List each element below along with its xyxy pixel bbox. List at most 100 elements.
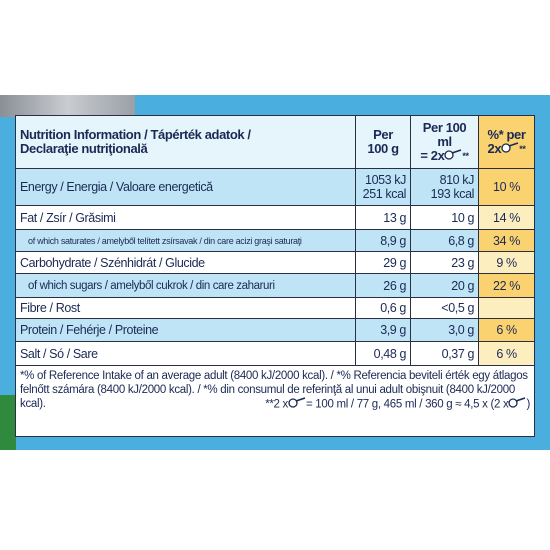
- cell-text: Fibre / Rost: [20, 301, 80, 315]
- cell-text: 22 %: [493, 279, 520, 293]
- cell-text: of which saturates / amelyből telített z…: [28, 234, 351, 248]
- cell-text: 23 g: [451, 255, 474, 270]
- cell-text: 0,48 g: [373, 346, 407, 361]
- table-cell: 0,37 g: [411, 342, 479, 366]
- footnote-text: *% of Reference Intake of an average adu…: [20, 369, 530, 411]
- header-text: 2x: [487, 140, 502, 156]
- cell-text: Protein / Fehérje / Proteine: [20, 323, 159, 337]
- cell-text: 3,9 g: [380, 323, 406, 337]
- table-cell: of which sugars / amelyből cukrok / din …: [16, 274, 356, 298]
- header-text: Nutrition Information / Tápérték adatok …: [20, 128, 351, 142]
- cell-text: 13 g: [383, 210, 406, 225]
- cell-text: 6 %: [496, 323, 517, 337]
- cell-text: of which sugars / amelyből cukrok / din …: [28, 279, 351, 293]
- cell-text: 23 g: [451, 256, 474, 270]
- cell-text: 29 g: [383, 256, 406, 270]
- table-cell: [479, 298, 534, 319]
- cell-text: 20 g: [451, 278, 474, 293]
- table-cell: 10 g: [411, 206, 479, 230]
- cell-text: Carbohydrate / Szénhidrát / Glucide: [20, 256, 351, 270]
- cell-text: 10 g: [451, 211, 474, 225]
- cell-text: Fat / Zsír / Grăsimi: [20, 211, 351, 225]
- table-cell: Per 100 ml = 2x **: [411, 116, 479, 169]
- cell-text: 10 %: [493, 180, 520, 194]
- table-cell: Per 100 g: [356, 116, 411, 169]
- table-cell: Nutrition Information / Tápérték adatok …: [16, 116, 356, 169]
- spoon-icon: [508, 397, 526, 412]
- serving-text: **2 x: [265, 398, 288, 411]
- footnote-text: *% of Reference Intake of an average adu…: [20, 370, 528, 410]
- header-text: = 2x **: [420, 148, 469, 164]
- header-text: 100 g: [367, 141, 399, 156]
- cell-text: 0,48 g: [373, 346, 407, 361]
- cell-text: 0,37 g: [442, 347, 475, 361]
- cell-text: Energy / Energia / Valoare energetică: [20, 180, 213, 194]
- cell-text: 0,6 g: [380, 301, 406, 315]
- table-cell: Salt / Só / Sare: [16, 342, 356, 366]
- cell-text: 193 kcal: [430, 187, 475, 201]
- table-cell: 9 %: [479, 252, 534, 274]
- cell-text: 9 %: [496, 255, 517, 270]
- cell-text: 251 kcal: [362, 187, 407, 201]
- cell-text: <0,5 g: [441, 301, 474, 315]
- cell-text: 26 g: [383, 278, 406, 293]
- table-cell: 0,48 g: [356, 342, 411, 366]
- table-cell: 810 kJ 193 kcal: [411, 169, 479, 206]
- cell-text: of which sugars / amelyből cukrok / din …: [28, 279, 275, 292]
- header-text: Per 100 ml: [415, 120, 474, 149]
- cell-text: 1053 kJ: [365, 173, 406, 187]
- header-text: Nutrition Information / Tápérték adatok …: [20, 127, 251, 142]
- cell-text: 22 %: [493, 278, 520, 293]
- table-cell: <0,5 g: [411, 298, 479, 319]
- table-cell: 1053 kJ 251 kcal: [356, 169, 411, 206]
- header-text: 100 g: [367, 141, 399, 156]
- cell-text: 251 kcal: [362, 187, 407, 201]
- cell-text: 6 %: [496, 346, 517, 361]
- cell-text: 10 %: [493, 180, 520, 194]
- cell-text: 1053 kJ: [365, 173, 406, 187]
- table-cell: 23 g: [411, 252, 479, 274]
- table-cell: of which saturates / amelyből telített z…: [16, 230, 356, 252]
- cell-text: <0,5 g: [441, 301, 474, 315]
- cell-text: 8,9 g: [380, 233, 406, 248]
- cell-text: 34 %: [493, 233, 520, 248]
- spoon-icon: [444, 149, 462, 160]
- cell-text: 29 g: [383, 255, 406, 270]
- header-text: 2x **: [487, 140, 526, 157]
- cell-text: Salt / Só / Sare: [20, 347, 351, 361]
- table-cell: 8,9 g: [356, 230, 411, 252]
- background-image: [0, 395, 16, 450]
- cell-text: 3,0 g: [448, 323, 474, 337]
- spoon-icon: [508, 397, 526, 408]
- table-cell: 14 %: [479, 206, 534, 230]
- table-cell: 34 %: [479, 230, 534, 252]
- cell-text: 3,0 g: [448, 323, 474, 337]
- cell-text: 6,8 g: [448, 233, 474, 248]
- header-text: Per: [373, 128, 393, 142]
- background-image: [0, 95, 135, 117]
- spoon-icon: [444, 149, 462, 163]
- header-text: %* per: [487, 126, 526, 142]
- table-cell: 10 %: [479, 169, 534, 206]
- cell-text: 26 g: [383, 279, 406, 293]
- cell-text: 810 kJ: [439, 173, 475, 187]
- spoon-icon: [288, 397, 306, 408]
- header-text: Per: [373, 127, 393, 142]
- table-cell: Fibre / Rost: [16, 298, 356, 319]
- cell-text: 10 g: [451, 210, 474, 225]
- nutrition-table: Nutrition Information / Tápérték adatok …: [15, 115, 535, 437]
- cell-text: of which saturates / amelyből telített z…: [28, 235, 302, 246]
- cell-text: Fibre / Rost: [20, 301, 351, 315]
- footnote: *% of Reference Intake of an average adu…: [16, 366, 534, 436]
- table-cell: 6,8 g: [411, 230, 479, 252]
- cell-text: 14 %: [493, 210, 520, 225]
- table-cell: 13 g: [356, 206, 411, 230]
- cell-text: 14 %: [493, 211, 520, 225]
- header-text: %* per: [487, 126, 526, 142]
- cell-text: 810 kJ: [439, 173, 475, 187]
- header-text: **: [462, 150, 469, 161]
- spoon-icon: [288, 397, 306, 412]
- cell-text: 193 kcal: [430, 187, 475, 201]
- cell-text: 8,9 g: [380, 234, 406, 248]
